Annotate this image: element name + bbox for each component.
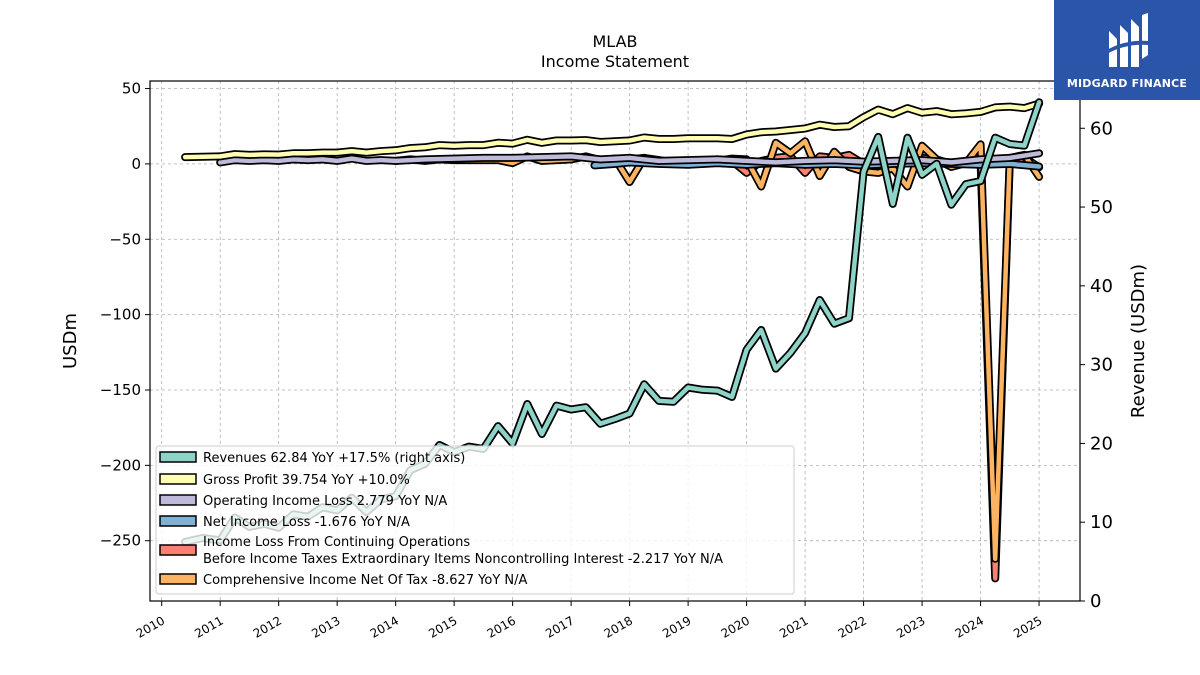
legend-entry-3: Net Income Loss -1.676 YoY N/A bbox=[159, 515, 410, 530]
legend-label-line2: Before Income Taxes Extraordinary Items … bbox=[203, 552, 723, 567]
legend-label: Operating Income Loss 2.779 YoY N/A bbox=[203, 494, 447, 509]
midgard-logo-icon bbox=[1105, 12, 1149, 67]
left-tick-label: −50 bbox=[109, 230, 141, 248]
right-tick-label: 30 bbox=[1090, 355, 1113, 376]
series-lines bbox=[181, 98, 1044, 583]
x-tick-label: 2012 bbox=[251, 613, 284, 640]
legend-entry-5: Comprehensive Income Net Of Tax -8.627 Y… bbox=[159, 573, 528, 588]
right-tick-label: 20 bbox=[1090, 433, 1113, 454]
legend-swatch bbox=[159, 573, 197, 585]
right-axis-ticks: 60 50 40 30 20 10 0 bbox=[1080, 118, 1113, 612]
chart-legend: Revenues 62.84 YoY +17.5% (right axis) Gr… bbox=[155, 445, 795, 595]
right-tick-label: 0 bbox=[1090, 591, 1101, 612]
series-stroke bbox=[217, 151, 1042, 165]
x-tick-label: 2022 bbox=[836, 613, 869, 640]
left-axis-label: USDm bbox=[60, 313, 81, 369]
x-tick-label: 2021 bbox=[777, 613, 810, 640]
legend-label: Net Income Loss -1.676 YoY N/A bbox=[203, 515, 410, 530]
x-tick-label: 2014 bbox=[368, 613, 401, 640]
legend-label: Revenues 62.84 YoY +17.5% (right axis) bbox=[203, 451, 465, 466]
midgard-finance-logo: MIDGARD FINANCE bbox=[1054, 0, 1200, 100]
series-stroke bbox=[182, 101, 1042, 160]
x-tick-label: 2013 bbox=[309, 613, 342, 640]
legend-swatch bbox=[159, 473, 197, 485]
legend-entry-2: Operating Income Loss 2.779 YoY N/A bbox=[159, 494, 447, 509]
left-tick-label: −150 bbox=[100, 381, 141, 399]
x-tick-label: 2015 bbox=[426, 613, 459, 640]
x-tick-label: 2011 bbox=[192, 613, 225, 640]
series-line-2 bbox=[216, 149, 1044, 167]
x-tick-label: 2016 bbox=[485, 613, 518, 640]
legend-label: Comprehensive Income Net Of Tax -8.627 Y… bbox=[203, 573, 528, 588]
x-tick-label: 2020 bbox=[719, 613, 752, 640]
left-tick-label: −250 bbox=[100, 532, 141, 550]
legend-entry-4: Income Loss From Continuing Operations Be… bbox=[159, 535, 723, 567]
legend-label-line1: Income Loss From Continuing Operations bbox=[203, 535, 470, 550]
right-tick-label: 40 bbox=[1090, 276, 1113, 297]
legend-label: Gross Profit 39.754 YoY +10.0% bbox=[203, 473, 410, 488]
right-axis-label: Revenue (USDm) bbox=[1128, 264, 1149, 418]
series-line-1 bbox=[181, 99, 1044, 162]
left-tick-label: −100 bbox=[100, 306, 141, 324]
legend-entry-1: Gross Profit 39.754 YoY +10.0% bbox=[159, 473, 410, 488]
right-tick-label: 50 bbox=[1090, 197, 1113, 218]
x-tick-label: 2010 bbox=[134, 613, 167, 640]
right-tick-label: 60 bbox=[1090, 118, 1113, 139]
left-tick-label: 50 bbox=[122, 80, 141, 98]
x-tick-label: 2024 bbox=[953, 613, 986, 640]
right-tick-label: 10 bbox=[1090, 512, 1113, 533]
chart-subtitle: Income Statement bbox=[541, 52, 689, 71]
legend-swatch bbox=[159, 451, 197, 463]
x-tick-label: 2023 bbox=[894, 613, 927, 640]
logo-text: MIDGARD FINANCE bbox=[1066, 76, 1188, 90]
chart-title: MLAB bbox=[592, 32, 637, 51]
x-tick-label: 2025 bbox=[1011, 613, 1044, 640]
left-axis-ticks: 50 0 −50 −100 −150 −200 −250 bbox=[100, 80, 150, 550]
x-tick-label: 2019 bbox=[660, 613, 693, 640]
x-axis-ticks: 2010 2011 2012 2013 2014 2015 2016 2017 2018 2019… bbox=[134, 601, 1045, 641]
x-tick-label: 2018 bbox=[602, 613, 635, 640]
legend-box bbox=[155, 445, 795, 595]
legend-swatch bbox=[159, 544, 197, 556]
legend-entry-0: Revenues 62.84 YoY +17.5% (right axis) bbox=[159, 451, 465, 466]
plot-frame bbox=[149, 80, 1081, 602]
left-tick-label: 0 bbox=[131, 155, 141, 173]
legend-swatch bbox=[159, 494, 197, 506]
left-tick-label: −200 bbox=[100, 456, 141, 474]
legend-swatch bbox=[159, 515, 197, 527]
x-tick-label: 2017 bbox=[543, 613, 576, 640]
